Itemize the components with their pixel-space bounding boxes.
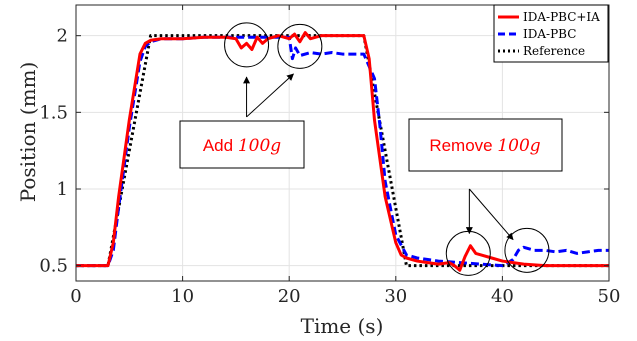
annotation-layer: [224, 22, 550, 276]
highlight-circle: [224, 22, 270, 68]
x-tick-label: 20: [278, 286, 301, 307]
callout-remove-prefix: Remove: [429, 136, 497, 155]
legend-label-reference: Reference: [523, 44, 585, 58]
highlight-circle: [504, 227, 550, 273]
y-tick-label: 2: [57, 26, 68, 47]
x-axis-label: Time (s): [301, 314, 384, 338]
x-tick-label: 0: [70, 286, 81, 307]
series-line-ida-pbc-ia: [76, 31, 609, 272]
callout-remove-math: 100g: [497, 136, 540, 156]
callout-remove-box: Remove 100g: [408, 118, 563, 172]
annotation-arrow: [246, 73, 294, 118]
y-tick-label: 1: [57, 179, 68, 200]
x-tick-label: 30: [384, 286, 407, 307]
axes-layer: 0 10 20 30 40 50 0.5 1 1.5 2: [39, 4, 621, 307]
legend: IDA-PBC+IA IDA-PBC Reference: [493, 4, 609, 63]
callout-remove-text: Remove 100g: [429, 136, 540, 156]
x-tick-label: 50: [598, 286, 621, 307]
callout-add-text: Add 100g: [203, 136, 281, 156]
callout-add-math: 100g: [238, 136, 281, 156]
y-tick-label: 1.5: [39, 102, 68, 123]
series-layer: [76, 31, 609, 272]
x-tick-label: 40: [491, 286, 514, 307]
callout-add-prefix: Add: [203, 136, 238, 155]
legend-label-ida-pbc-ia: IDA-PBC+IA: [523, 10, 600, 24]
callout-add-box: Add 100g: [179, 120, 305, 169]
y-tick-label: 0.5: [39, 256, 68, 277]
highlight-circle: [277, 23, 323, 69]
y-axis-label: Position (mm): [16, 62, 40, 203]
annotation-arrow: [468, 188, 514, 241]
x-tick-label: 10: [171, 286, 194, 307]
axes-frame: [75, 4, 610, 282]
legend-label-ida-pbc: IDA-PBC: [523, 27, 576, 41]
